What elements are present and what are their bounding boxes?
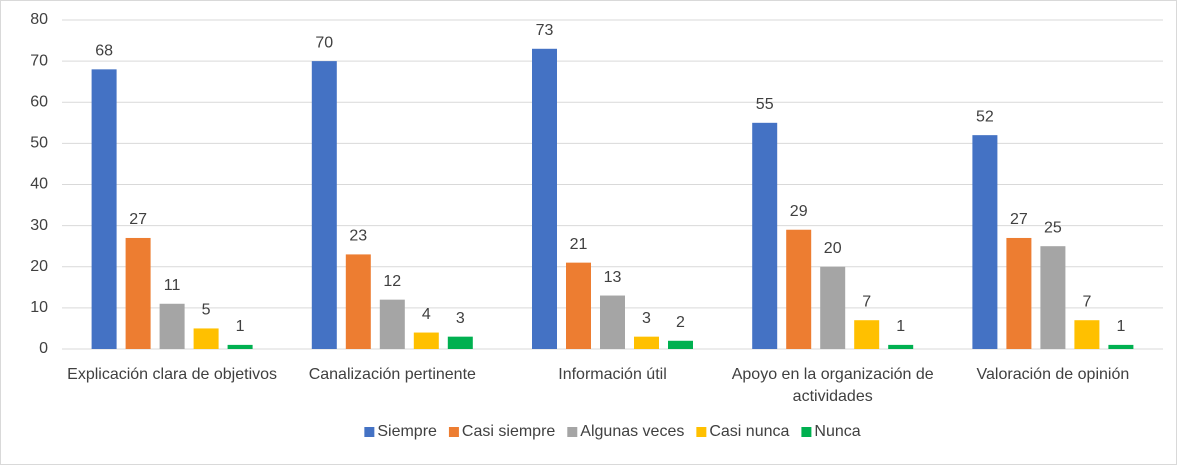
bar — [159, 303, 185, 349]
data-label: 27 — [129, 211, 147, 228]
data-label: 68 — [95, 43, 113, 60]
legend-label: Nunca — [814, 423, 860, 440]
data-label: 12 — [383, 273, 401, 290]
bar — [972, 135, 998, 349]
data-label: 5 — [202, 302, 211, 319]
legend-swatch — [567, 427, 578, 437]
bar — [786, 229, 812, 349]
bar — [379, 299, 405, 349]
y-tick-label: 0 — [39, 340, 48, 357]
legend-swatch — [448, 427, 459, 437]
bar — [1074, 320, 1100, 349]
legend-swatch — [364, 427, 375, 437]
legend-label: Casi nunca — [709, 423, 789, 440]
data-label: 52 — [976, 108, 994, 125]
bar — [413, 332, 439, 349]
data-label: 4 — [422, 306, 431, 323]
x-tick-label: Información útil — [558, 366, 667, 383]
legend-label: Siempre — [377, 423, 437, 440]
data-label: 73 — [536, 22, 554, 39]
data-label: 1 — [896, 318, 905, 335]
bar — [600, 295, 625, 349]
data-label: 2 — [676, 314, 685, 331]
x-tick-label: Canalización pertinente — [309, 366, 476, 383]
legend-label: Algunas veces — [580, 423, 684, 440]
y-tick-label: 20 — [30, 258, 48, 275]
data-label: 1 — [236, 318, 245, 335]
bar — [193, 328, 219, 349]
bar — [566, 262, 591, 349]
data-label: 1 — [1116, 318, 1125, 335]
data-label: 25 — [1044, 219, 1062, 236]
legend: Siempre Casi siempre Algunas veces Casi nun… — [364, 423, 861, 440]
bar — [1006, 237, 1032, 349]
data-label: 27 — [1010, 211, 1028, 228]
bar — [854, 320, 880, 349]
bar — [311, 61, 337, 349]
data-label: 13 — [604, 269, 622, 286]
bar — [125, 237, 151, 349]
data-label: 11 — [164, 277, 181, 294]
bar — [532, 48, 557, 349]
data-label: 29 — [790, 203, 808, 220]
y-tick-label: 30 — [30, 217, 48, 234]
bar — [1108, 344, 1134, 349]
y-tick-label: 40 — [30, 176, 48, 193]
bar — [447, 336, 473, 349]
legend-swatch — [801, 427, 812, 437]
data-label: 3 — [642, 310, 651, 327]
bar — [227, 344, 253, 349]
y-tick-label: 50 — [30, 135, 48, 152]
bar — [634, 336, 659, 349]
bar — [1040, 246, 1066, 349]
y-tick-label: 10 — [30, 299, 48, 316]
bar — [888, 344, 914, 349]
y-tick-label: 80 — [30, 11, 48, 28]
x-tick-label: Valoración de opinión — [977, 366, 1130, 383]
bar — [91, 69, 117, 349]
y-tick-label: 60 — [30, 93, 48, 110]
bar — [668, 340, 693, 349]
x-tick-label: Apoyo en la organización de actividades — [732, 366, 934, 405]
x-tick-label: Explicación clara de objetivos — [67, 366, 277, 383]
data-label: 7 — [862, 293, 871, 310]
data-label: 7 — [1082, 293, 1091, 310]
legend-label: Casi siempre — [462, 423, 555, 440]
bar — [345, 254, 371, 349]
data-label: 23 — [349, 228, 367, 245]
bar — [820, 266, 846, 349]
data-label: 3 — [456, 310, 465, 327]
data-label: 70 — [315, 34, 333, 51]
legend-swatch — [696, 427, 707, 437]
bar — [752, 122, 778, 349]
data-label: 20 — [824, 240, 842, 257]
data-label: 21 — [570, 236, 588, 253]
data-label: 55 — [756, 96, 774, 113]
y-tick-label: 70 — [30, 52, 48, 69]
